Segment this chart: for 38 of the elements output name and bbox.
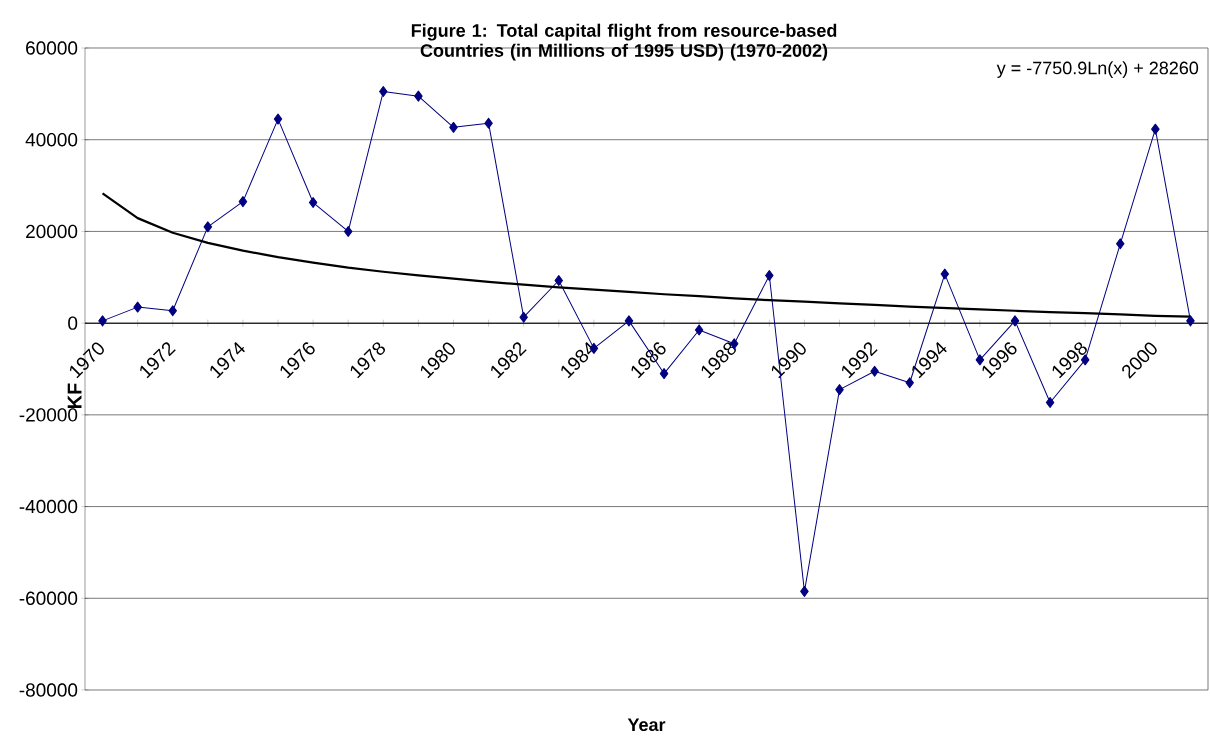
point — [168, 305, 177, 317]
point — [800, 585, 809, 597]
y-tick-label: 60000 — [26, 41, 78, 55]
point — [98, 315, 107, 327]
y-tick-label: -20000 — [19, 408, 78, 422]
point — [835, 384, 844, 396]
y-tick-label: -60000 — [19, 591, 78, 606]
point — [1010, 315, 1020, 327]
point — [765, 269, 774, 281]
point — [1045, 396, 1055, 408]
point — [1186, 315, 1195, 327]
y-tick-label: -40000 — [19, 499, 78, 514]
point — [484, 117, 493, 129]
chart-title: Figure 1: Total capital flight from resource-based Countries (in Millions of 1995 USD) (1970-2002) — [411, 23, 837, 61]
point — [308, 197, 318, 209]
point — [940, 268, 950, 280]
point — [1116, 238, 1125, 250]
point — [694, 324, 704, 336]
point — [203, 221, 213, 233]
point — [238, 196, 248, 208]
y-tick-label: 40000 — [25, 132, 78, 147]
point — [554, 274, 564, 286]
point — [133, 301, 142, 313]
point — [379, 86, 388, 98]
point — [1151, 123, 1160, 135]
point — [449, 121, 458, 133]
point — [519, 311, 528, 323]
point — [273, 113, 283, 125]
y-tick-label: -80000 — [19, 683, 78, 697]
point — [624, 315, 634, 327]
annotation: y = -7750.9Ln(x) + 28260 — [996, 61, 1199, 78]
y-tick-label: 20000 — [26, 224, 78, 239]
y-axis-title: KF — [67, 383, 82, 409]
point — [343, 225, 353, 237]
x-axis-title: Year — [627, 718, 666, 732]
point — [905, 377, 914, 389]
point — [414, 90, 423, 102]
y-tick-label: 0 — [68, 316, 78, 330]
